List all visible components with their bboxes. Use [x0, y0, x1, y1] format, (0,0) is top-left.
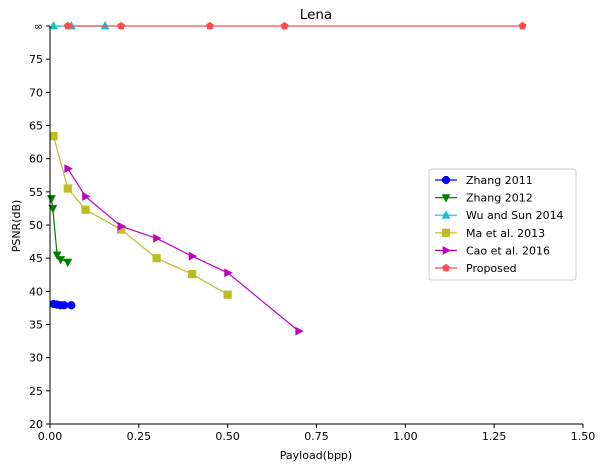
data-point-4-3 — [153, 233, 162, 243]
data-point-1-3 — [56, 256, 66, 265]
data-point-4-5 — [224, 268, 233, 278]
data-point-3-4 — [152, 254, 161, 263]
data-point-1-1 — [48, 205, 58, 214]
x-tick-label: 0.25 — [127, 430, 152, 443]
y-tick-label: 75 — [29, 53, 43, 66]
y-tick-label: 65 — [29, 120, 43, 133]
data-point-3-6 — [223, 290, 232, 299]
data-point-5-3 — [280, 21, 289, 30]
legend-entry-label: Zhang 2011 — [466, 174, 533, 187]
y-tick-label: 55 — [29, 186, 43, 199]
data-point-3-0 — [49, 132, 58, 141]
x-tick-label: 0.75 — [304, 430, 329, 443]
legend-entry-label: Ma et al. 2013 — [466, 227, 545, 240]
y-tick-label: 25 — [29, 385, 43, 398]
data-point-2-0 — [49, 20, 58, 30]
y-tick-label: 20 — [29, 418, 43, 431]
chart-title: Lena — [300, 7, 332, 23]
legend-marker-0 — [441, 175, 451, 185]
data-point-4-0 — [64, 164, 73, 174]
legend-entry-label: Zhang 2012 — [466, 192, 533, 205]
legend: Zhang 2011 Zhang 2012 Wu and Sun 2014 Ma et… — [428, 168, 577, 281]
data-point-1-4 — [63, 258, 73, 268]
data-point-4-6 — [295, 326, 304, 336]
series-line-3 — [53, 135, 228, 296]
y-tick-label: 50 — [29, 219, 43, 232]
legend-marker-3 — [441, 228, 451, 237]
data-point-3-2 — [81, 205, 90, 214]
data-point-1-2 — [52, 251, 62, 260]
x-tick-label: 1.50 — [571, 430, 596, 443]
legend-entry-label: Wu and Sun 2014 — [466, 209, 564, 222]
legend-marker-4 — [442, 245, 452, 255]
data-point-4-1 — [82, 192, 91, 201]
plot-area — [46, 20, 527, 336]
series-line-4 — [67, 168, 300, 332]
data-point-5-4 — [518, 21, 527, 30]
data-point-5-1 — [117, 21, 126, 30]
y-axis-title: PSNR(dB) — [10, 200, 23, 253]
x-axis-title: Payload(bpp) — [280, 449, 352, 462]
y-tick-label: 30 — [29, 352, 43, 365]
y-tick-label: 45 — [29, 252, 43, 265]
data-point-5-2 — [205, 21, 214, 30]
data-point-4-2 — [117, 221, 127, 231]
data-point-1-0 — [46, 195, 56, 204]
data-point-5-0 — [63, 21, 72, 30]
data-point-4-4 — [188, 251, 198, 261]
legend-entry-label: Proposed — [466, 262, 517, 275]
y-tick-label: 60 — [29, 153, 43, 166]
data-point-3-5 — [188, 269, 197, 279]
y-tick-label: 70 — [29, 86, 43, 99]
x-tick-label: 1.00 — [393, 430, 418, 443]
data-point-0-3 — [60, 301, 69, 310]
y-tick-label: ∞ — [34, 20, 43, 33]
x-tick-label: 0.00 — [38, 430, 63, 443]
legend-marker-1 — [441, 194, 451, 203]
legend-marker-2 — [441, 210, 451, 219]
x-tick-label: 0.50 — [215, 430, 240, 443]
axes: 0.00 0.25 0.50 0.75 1.00 1.25 1.50 20 25 30 35 40 45… — [29, 20, 595, 443]
x-tick-label: 1.25 — [482, 430, 507, 443]
legend-entry-label: Cao et al. 2016 — [466, 244, 550, 257]
y-tick-label: 35 — [29, 319, 43, 332]
data-point-3-1 — [63, 184, 72, 193]
y-tick-label: 40 — [29, 285, 43, 298]
legend-box — [428, 168, 577, 281]
data-point-0-4 — [67, 301, 76, 310]
legend-marker-5 — [441, 263, 451, 272]
